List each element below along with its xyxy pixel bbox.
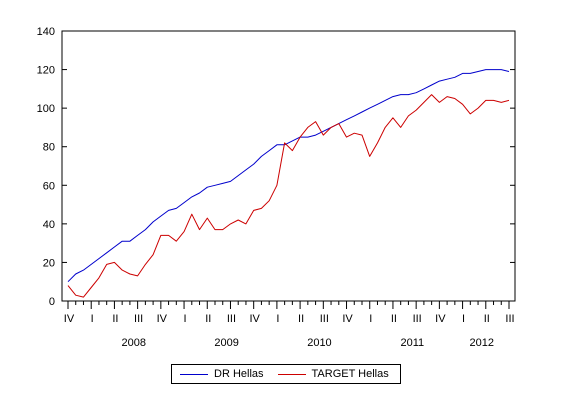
x-year-label: 2012 [470,337,494,349]
x-quarter-label: I [276,313,279,325]
x-year-label: 2010 [307,337,331,349]
x-year-label: 2008 [122,337,146,349]
y-tick-label: 40 [43,219,55,231]
x-quarter-label: II [298,313,304,325]
x-quarter-label: IV [157,313,168,325]
x-quarter-label: I [369,313,372,325]
legend-entry-dr-hellas: DR Hellas [180,368,264,380]
y-tick-label: 20 [43,257,55,269]
x-axis: IV I II III IV I II III IV I II III IV I II III IV I II III… [64,301,515,349]
x-quarter-label: II [484,313,490,325]
legend-swatch-dr-hellas [180,373,208,375]
x-quarter-label: III [227,313,236,325]
legend-swatch-target-hellas [277,373,306,375]
x-year-label: 2009 [214,337,238,349]
y-tick-label: 120 [37,65,55,77]
x-quarter-label: IV [64,313,75,325]
x-quarter-label: III [413,313,422,325]
x-quarter-label: I [91,313,94,325]
legend-entry-target-hellas: TARGET Hellas [277,368,389,380]
x-quarter-label: III [320,313,329,325]
x-quarter-label: I [184,313,187,325]
y-axis: 0 20 40 60 80 100 120 140 [37,26,515,308]
series-layer [67,69,510,298]
x-quarter-label: III [134,313,143,325]
legend: DR Hellas TARGET Hellas [171,364,401,384]
x-quarter-label: III [505,313,514,325]
y-tick-label: 60 [43,180,55,192]
x-quarter-label: IV [435,313,446,325]
x-quarter-label: I [462,313,465,325]
series-line-dr-hellas [67,69,510,283]
legend-label-dr-hellas: DR Hellas [214,368,264,380]
x-quarter-label: II [112,313,118,325]
legend-label-target-hellas: TARGET Hellas [311,368,389,380]
series-line-target-hellas [67,94,510,298]
y-tick-label: 0 [49,296,55,308]
x-quarter-label: IV [342,313,353,325]
x-quarter-label: IV [249,313,260,325]
x-quarter-label: II [391,313,397,325]
plot-frame [61,30,516,302]
x-quarter-label: II [205,313,211,325]
y-tick-label: 80 [43,142,55,154]
x-year-label: 2011 [400,337,424,349]
y-tick-label: 100 [37,103,55,115]
y-tick-label: 140 [37,26,55,38]
